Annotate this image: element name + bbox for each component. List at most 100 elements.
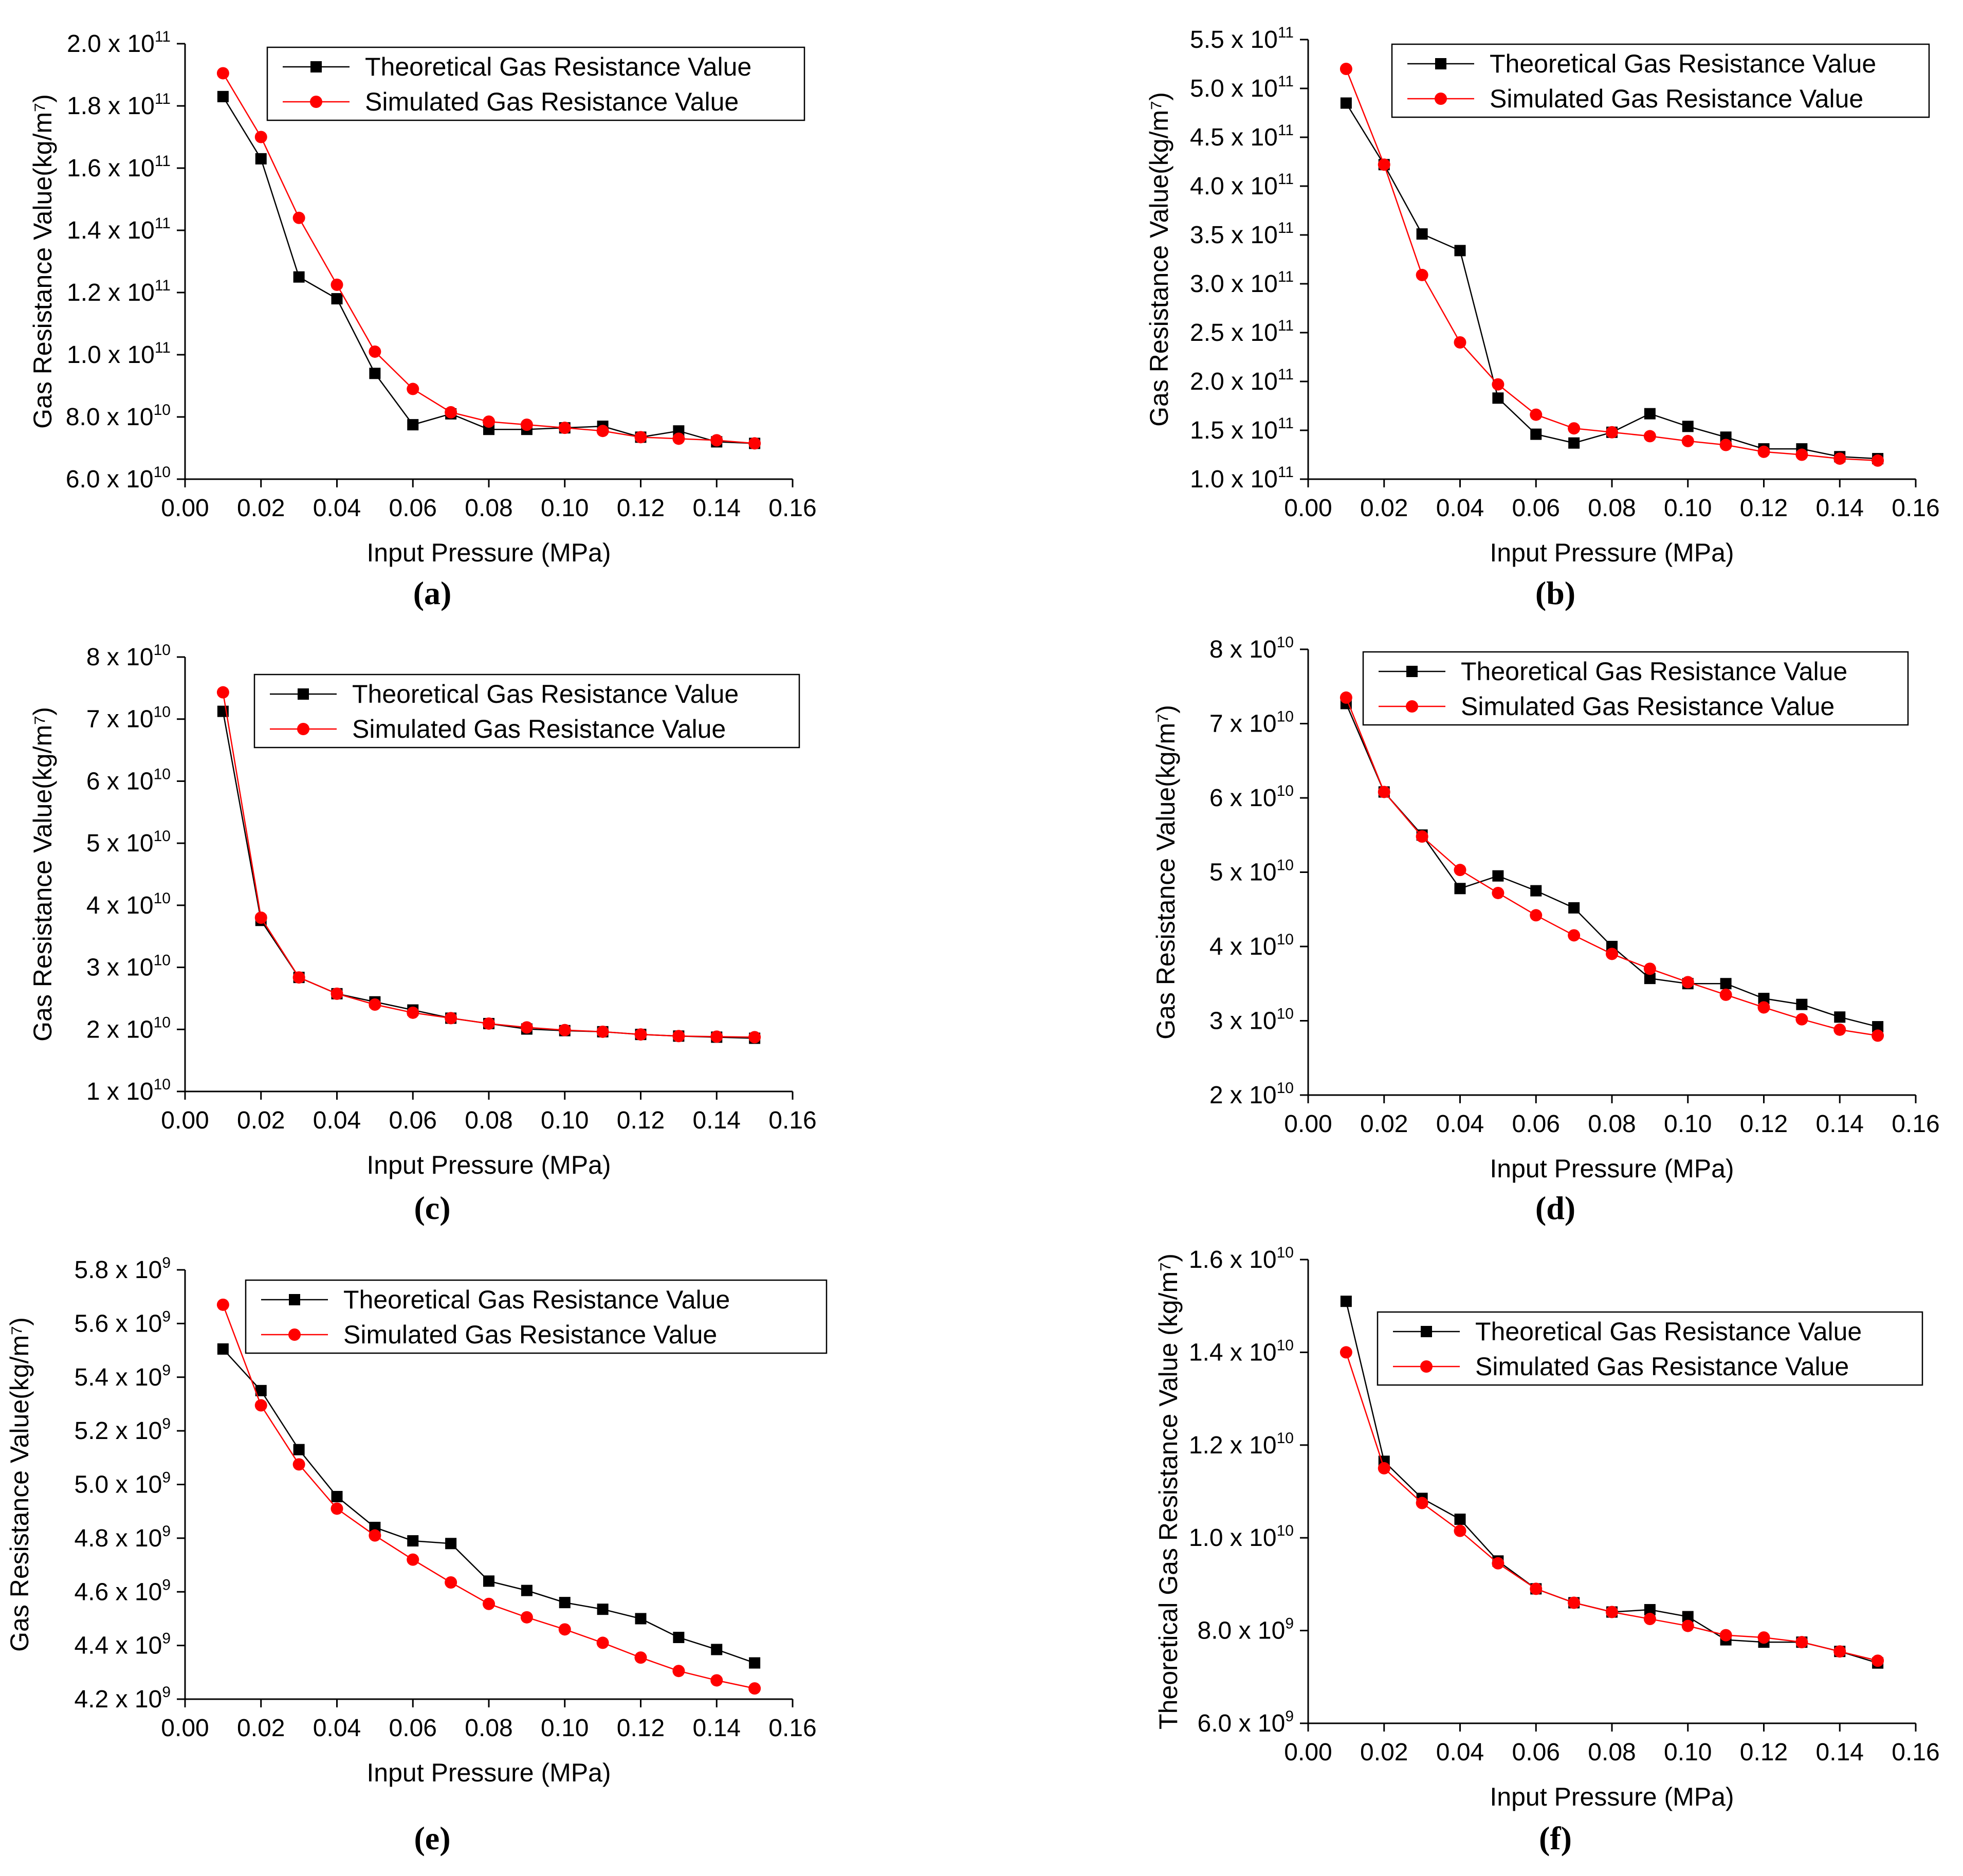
- theoretical-data-point: [597, 1604, 609, 1615]
- x-tick-label: 0.12: [1740, 1739, 1788, 1766]
- theoretical-data-point: [673, 1631, 685, 1643]
- simulated-data-point: [672, 1030, 685, 1043]
- simulated-data-point: [407, 1006, 419, 1019]
- simulated-data-point: [1568, 929, 1581, 942]
- x-tick-label: 0.02: [1360, 1110, 1408, 1138]
- theoretical-data-point: [1834, 1011, 1846, 1023]
- x-tick-label: 0.12: [1740, 1110, 1788, 1138]
- y-tick-label: 4 x 1010: [86, 890, 171, 919]
- x-tick-label: 0.08: [1588, 495, 1636, 522]
- simulated-data-point: [1719, 439, 1732, 451]
- x-tick-label: 0.14: [693, 495, 741, 522]
- x-tick-label: 0.06: [1512, 1110, 1560, 1138]
- simulated-data-point: [254, 912, 267, 924]
- simulated-data-point: [1530, 909, 1543, 922]
- theoretical-data-point: [1682, 1611, 1694, 1623]
- legend-entry: Simulated Gas Resistance Value: [1490, 84, 1863, 113]
- y-tick-label: 1.0 x 1011: [67, 339, 171, 369]
- legend-box: [1362, 651, 1909, 726]
- theoretical-data-point: [1796, 998, 1808, 1010]
- simulated-series-line: [1345, 68, 1878, 462]
- y-tick-label: 3 x 1010: [1209, 1006, 1294, 1035]
- simulated-data-point: [254, 131, 267, 143]
- simulated-data-point: [1795, 448, 1808, 461]
- theoretical-data-point: [1644, 408, 1656, 420]
- x-tick-label: 0.04: [313, 1715, 361, 1742]
- chart-panel-e: 0.00 0.02 0.04 0.06 0.08 0.10 0.12 0.14 0.16 4.2 …: [5, 1254, 828, 1856]
- y-tick-label: 1.4 x 1010: [1189, 1337, 1294, 1366]
- x-axis-title: Input Pressure (MPa): [366, 1758, 611, 1787]
- simulated-data-point: [634, 431, 647, 444]
- x-tick-label: 0.06: [1512, 495, 1560, 522]
- theoretical-series-line: [222, 96, 755, 444]
- x-tick-label: 0.00: [1284, 1739, 1332, 1766]
- x-tick-label: 0.04: [313, 1107, 361, 1134]
- x-tick-label: 0.04: [1436, 495, 1484, 522]
- x-tick-label: 0.12: [617, 1107, 665, 1134]
- x-axis-title: Input Pressure (MPa): [1490, 538, 1734, 567]
- y-tick-label: 3.0 x 1011: [1190, 268, 1294, 298]
- theoretical-data-point: [1568, 902, 1580, 914]
- y-tick-label: 6 x 1010: [86, 766, 171, 795]
- legend-entry: Theoretical Gas Resistance Value: [1461, 657, 1847, 686]
- x-tick-label: 0.10: [541, 1715, 589, 1742]
- simulated-data-point: [596, 1025, 609, 1038]
- y-tick-label: 1.2 x 1011: [67, 277, 171, 306]
- y-tick-label: 1.8 x 1011: [67, 90, 171, 120]
- theoretical-data-point: [1492, 392, 1504, 404]
- theoretical-data-point: [217, 90, 229, 102]
- simulated-series-line: [222, 1304, 755, 1689]
- chart-panel-f: 0.00 0.02 0.04 0.06 0.08 0.10 0.12 0.14 0.16 6.0 …: [1154, 1244, 1940, 1856]
- y-tick-label: 2.0 x 1011: [67, 28, 171, 58]
- legend-square-marker: [298, 688, 309, 700]
- theoretical-series-line: [1345, 703, 1878, 1028]
- theoretical-data-point: [293, 271, 305, 283]
- theoretical-data-point: [1720, 978, 1732, 990]
- simulated-data-point: [1757, 445, 1770, 458]
- simulated-data-point: [1833, 452, 1846, 465]
- x-tick-label: 0.12: [617, 495, 665, 522]
- theoretical-data-point: [1644, 1604, 1656, 1616]
- theoretical-data-point: [1644, 973, 1656, 985]
- simulated-data-point: [1833, 1645, 1846, 1658]
- simulated-data-point: [1795, 1013, 1808, 1026]
- simulated-data-point: [369, 345, 381, 358]
- simulated-data-point: [369, 1529, 381, 1542]
- simulated-data-point: [1378, 1462, 1390, 1474]
- y-tick-label: 4.6 x 109: [75, 1576, 171, 1606]
- simulated-data-point: [1530, 1582, 1543, 1595]
- panel-label: (d): [1535, 1190, 1575, 1226]
- panel-label: (b): [1535, 575, 1575, 611]
- simulated-data-point: [520, 1611, 533, 1624]
- simulated-data-point: [558, 1623, 571, 1636]
- theoretical-data-point: [1530, 428, 1542, 440]
- theoretical-data-point: [749, 1657, 761, 1669]
- legend-entry: Theoretical Gas Resistance Value: [365, 52, 751, 81]
- theoretical-data-point: [331, 293, 343, 305]
- simulated-data-point: [1416, 1497, 1428, 1509]
- theoretical-data-point: [1454, 883, 1466, 895]
- simulated-data-point: [483, 415, 495, 428]
- y-tick-label: 3.5 x 1011: [1190, 220, 1294, 249]
- simulated-data-point: [445, 1012, 457, 1025]
- x-tick-label: 0.08: [465, 1715, 512, 1742]
- y-tick-label: 6.0 x 109: [1198, 1708, 1294, 1737]
- y-tick-label: 1 x 1010: [86, 1076, 171, 1105]
- x-tick-label: 0.02: [237, 495, 285, 522]
- chart-panel-d: 0.00 0.02 0.04 0.06 0.08 0.10 0.12 0.14 0.16 2 x …: [1151, 634, 1940, 1226]
- simulated-data-point: [634, 1651, 647, 1664]
- simulated-data-point: [331, 278, 343, 291]
- simulated-data-point: [216, 67, 229, 80]
- simulated-data-point: [710, 1030, 723, 1043]
- y-tick-label: 1.5 x 1011: [1190, 415, 1294, 444]
- y-tick-label: 6 x 1010: [1209, 782, 1294, 812]
- simulated-data-point: [1454, 1524, 1466, 1537]
- simulated-data-point: [445, 406, 457, 418]
- x-tick-label: 0.16: [1892, 1110, 1939, 1138]
- y-axis-title: Gas Resistance Value(kg/m⁷): [1151, 705, 1180, 1040]
- simulated-data-point: [1454, 864, 1466, 877]
- simulated-data-point: [292, 971, 305, 984]
- panel-label: (c): [414, 1190, 450, 1226]
- y-axis-title: Gas Resistance Value(kg/m⁷): [28, 707, 57, 1042]
- simulated-data-point: [1719, 1629, 1732, 1642]
